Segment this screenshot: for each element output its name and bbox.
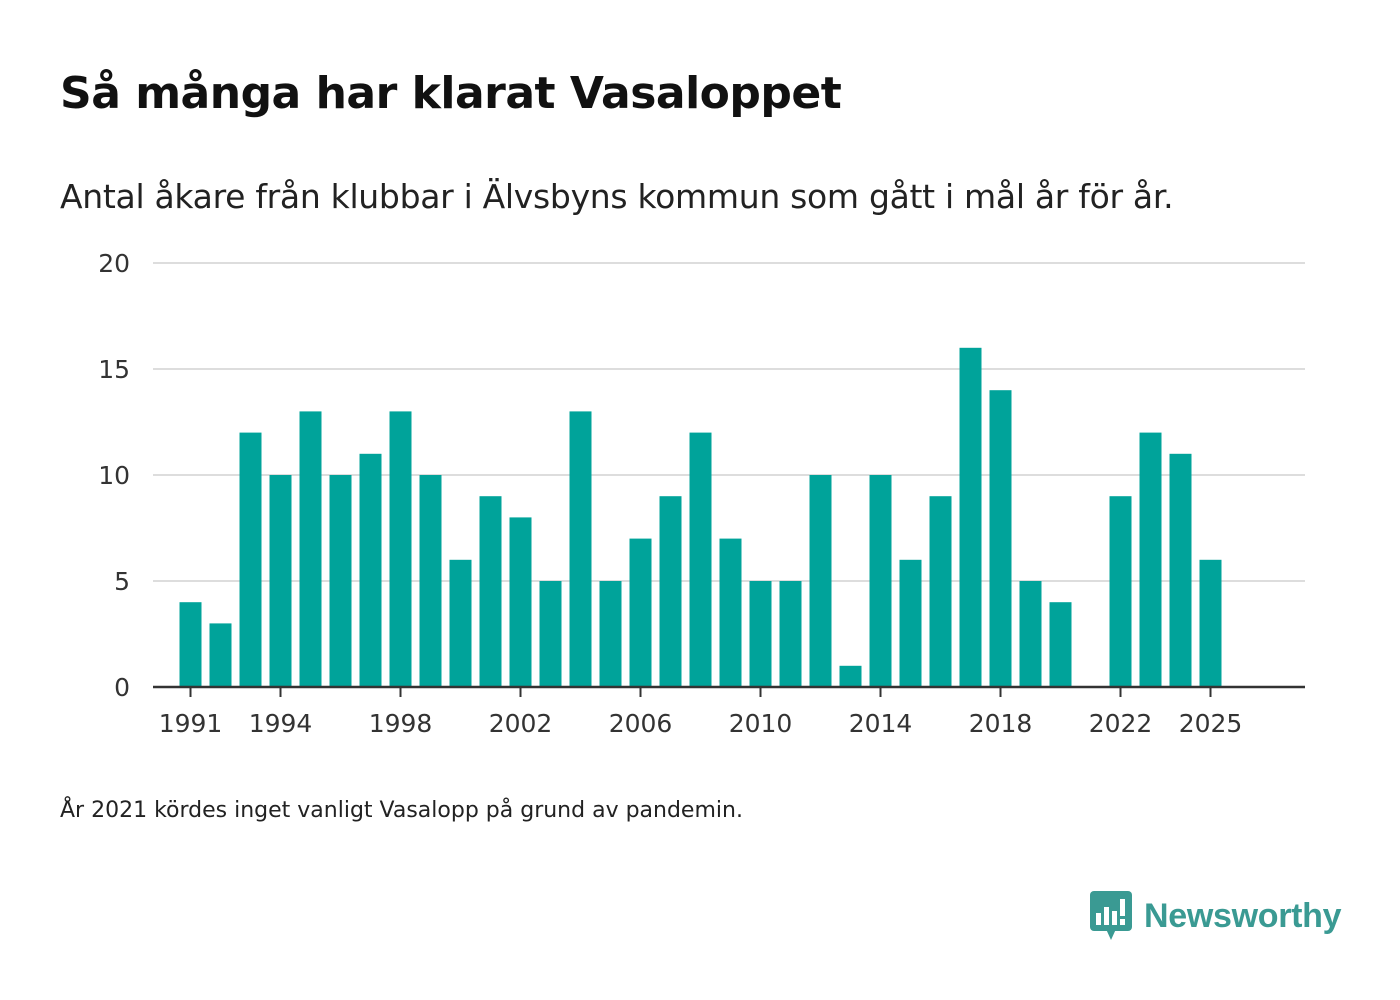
bar-2013 [839,665,862,687]
bars [179,347,1222,687]
x-tick-label-2006: 2006 [609,709,673,738]
x-tick-label-2010: 2010 [729,709,793,738]
bar-2000 [449,559,472,687]
x-tick-label-2025: 2025 [1179,709,1243,738]
bar-2005 [599,581,622,687]
bar-2009 [719,538,742,687]
bar-2019 [1019,581,1042,687]
x-tick-label-1994: 1994 [249,709,313,738]
bar-2007 [659,496,682,687]
bar-2014 [869,475,892,687]
bar-2016 [929,496,952,687]
bar-2012 [809,475,832,687]
bar-2015 [899,559,922,687]
y-tick-label-10: 10 [98,461,130,490]
chart-title: Så många har klarat Vasaloppet [60,68,842,119]
bar-1995 [299,411,322,687]
bar-2018 [989,390,1012,687]
newsworthy-logo-icon [1090,891,1132,940]
x-tick-label-1991: 1991 [159,709,223,738]
bar-2023 [1139,432,1162,687]
y-tick-label-0: 0 [114,673,130,702]
grid-lines [153,262,1305,582]
bar-2003 [539,581,562,687]
bar-2008 [689,432,712,687]
bar-1999 [419,475,442,687]
y-axis-tick-labels: 0 5 10 15 20 [98,249,130,702]
chart-subtitle: Antal åkare från klubbar i Älvsbyns komm… [60,177,1174,216]
brand-name: Newsworthy [1144,896,1342,935]
bar-1992 [209,623,232,687]
bar-2024 [1169,453,1192,687]
bar-1998 [389,411,412,687]
y-tick-label-20: 20 [98,249,130,278]
footnote: År 2021 kördes inget vanligt Vasalopp på… [60,798,743,823]
bar-2002 [509,517,532,687]
x-axis [153,685,1305,697]
x-tick-label-2014: 2014 [849,709,913,738]
y-tick-label-5: 5 [114,567,130,596]
bar-1993 [239,432,262,687]
bar-2010 [749,581,772,687]
bar-1994 [269,475,292,687]
bar-2025 [1199,559,1222,687]
bar-1997 [359,453,382,687]
bar-2004 [569,411,592,687]
bar-2022 [1109,496,1132,687]
x-tick-label-2022: 2022 [1089,709,1153,738]
bar-2011 [779,581,802,687]
y-tick-label-15: 15 [98,355,130,384]
brand-logo: Newsworthy [1090,890,1342,942]
x-axis-tick-labels: 1991 1994 1998 2002 2006 2010 2014 2018 2022 2025 [159,709,1243,738]
x-tick-label-2002: 2002 [489,709,553,738]
bar-chart: 0 5 10 15 20 1991 1994 1998 2002 2006 2010 2014 201… [98,249,1305,738]
bar-2020 [1049,602,1072,687]
bar-2006 [629,538,652,687]
bar-2001 [479,496,502,687]
x-tick-label-2018: 2018 [969,709,1033,738]
bar-1996 [329,475,352,687]
bar-2017 [959,347,982,687]
x-tick-label-1998: 1998 [369,709,433,738]
bar-1991 [179,602,202,687]
